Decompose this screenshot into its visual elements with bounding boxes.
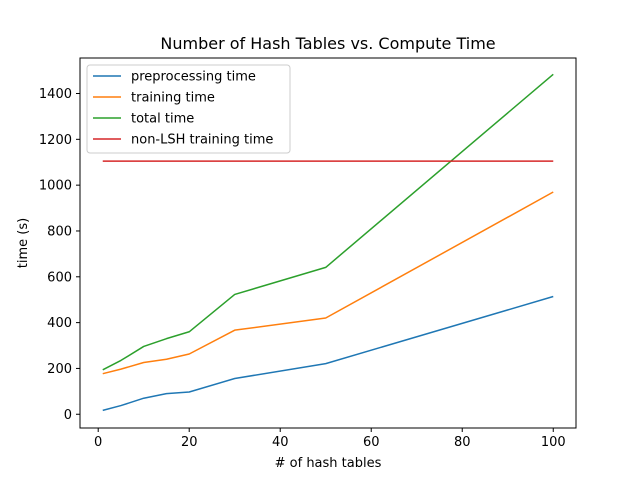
x-axis-label: # of hash tables xyxy=(275,456,382,471)
x-axis: 0 20 40 60 80 100 xyxy=(94,428,566,450)
y-tick-label: 200 xyxy=(47,362,72,377)
legend-label-0: preprocessing time xyxy=(131,70,256,85)
x-tick-label: 0 xyxy=(94,435,102,450)
x-tick-label: 40 xyxy=(272,435,289,450)
x-tick-label: 60 xyxy=(363,435,380,450)
y-tick-label: 1200 xyxy=(39,133,72,148)
y-tick-label: 0 xyxy=(64,408,72,423)
x-tick-label: 100 xyxy=(541,435,566,450)
plot-frame xyxy=(79,57,577,429)
chart-title: Number of Hash Tables vs. Compute Time xyxy=(160,34,495,53)
y-tick-label: 1400 xyxy=(39,87,72,102)
y-axis-label: time (s) xyxy=(16,218,31,268)
x-tick-label: 20 xyxy=(181,435,198,450)
series-line-0 xyxy=(102,295,554,412)
y-axis: 0 200 400 600 800 1000 1200 1400 xyxy=(39,87,80,423)
legend-label-1: training time xyxy=(131,91,215,106)
y-tick-label: 400 xyxy=(47,316,72,331)
plot-lines xyxy=(102,73,554,412)
legend-label-3: non-LSH training time xyxy=(131,133,273,148)
y-tick-label: 600 xyxy=(47,270,72,285)
legend-box xyxy=(86,64,291,154)
legend: preprocessing time training time total tim… xyxy=(86,64,291,154)
series-line-1 xyxy=(102,191,554,375)
series-line-2 xyxy=(102,73,554,371)
y-tick-label: 1000 xyxy=(39,179,72,194)
x-tick-label: 80 xyxy=(454,435,471,450)
legend-label-2: total time xyxy=(131,112,194,127)
y-tick-label: 800 xyxy=(47,224,72,239)
